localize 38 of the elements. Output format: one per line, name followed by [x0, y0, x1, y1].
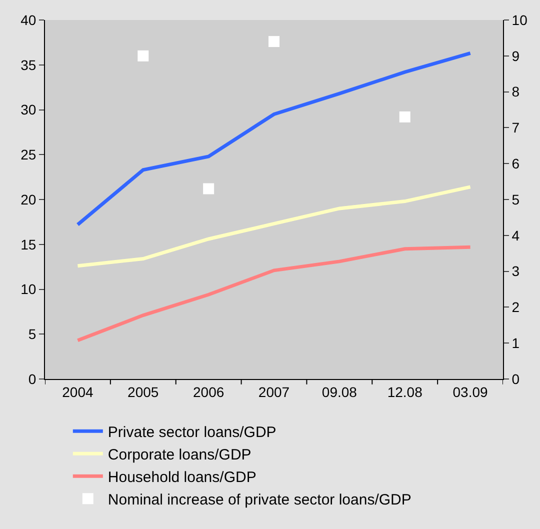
y-tick-label: 25	[20, 146, 36, 163]
y-tick-label: 15	[20, 236, 36, 252]
y2-tick-label: 7	[512, 120, 520, 136]
x-tick-label: 12.08	[387, 384, 423, 400]
x-tick-label: 2007	[258, 384, 290, 400]
y2-tick-label: 5	[512, 191, 520, 208]
x-tick-label: 2004	[62, 384, 94, 400]
x-tick-label: 2005	[128, 384, 159, 400]
y2-tick-label: 10	[512, 12, 528, 28]
y-tick-label: 20	[20, 191, 36, 208]
legend-label: Household loans/GDP	[108, 469, 256, 486]
point	[268, 36, 280, 48]
point	[399, 111, 410, 122]
line-series	[76, 51, 472, 226]
y2-tick-label: 3	[512, 263, 520, 280]
y2-tick-label: 4	[512, 227, 520, 244]
y-tick-label: 40	[20, 12, 36, 28]
y2-tick-label: 6	[512, 156, 520, 172]
y-tick-label: 0	[28, 370, 36, 387]
y-tick-label: 35	[20, 56, 36, 73]
y2-tick-label: 2	[512, 299, 520, 316]
x-tick-label: 2006	[192, 384, 224, 400]
y2-tick-label: 8	[512, 84, 520, 100]
legend-label: Nominal increase of private sector loans/GDP	[108, 492, 412, 508]
legend-label: Corporate loans/GDP	[108, 446, 252, 464]
legend-label: Private sector loans/GDP	[108, 424, 276, 441]
line-series	[76, 185, 472, 268]
x-tick-label: 09.08	[322, 384, 358, 400]
y-tick-label: 5	[28, 326, 36, 342]
y2-tick-label: 0	[512, 370, 520, 387]
y-tick-label: 10	[20, 281, 36, 298]
point	[138, 50, 149, 62]
y2-tick-label: 1	[512, 335, 520, 351]
x-tick-label: 03.09	[452, 384, 488, 400]
y-tick-label: 30	[20, 102, 36, 118]
point	[203, 183, 214, 194]
line-series	[76, 245, 472, 342]
y2-tick-label: 9	[512, 48, 520, 64]
